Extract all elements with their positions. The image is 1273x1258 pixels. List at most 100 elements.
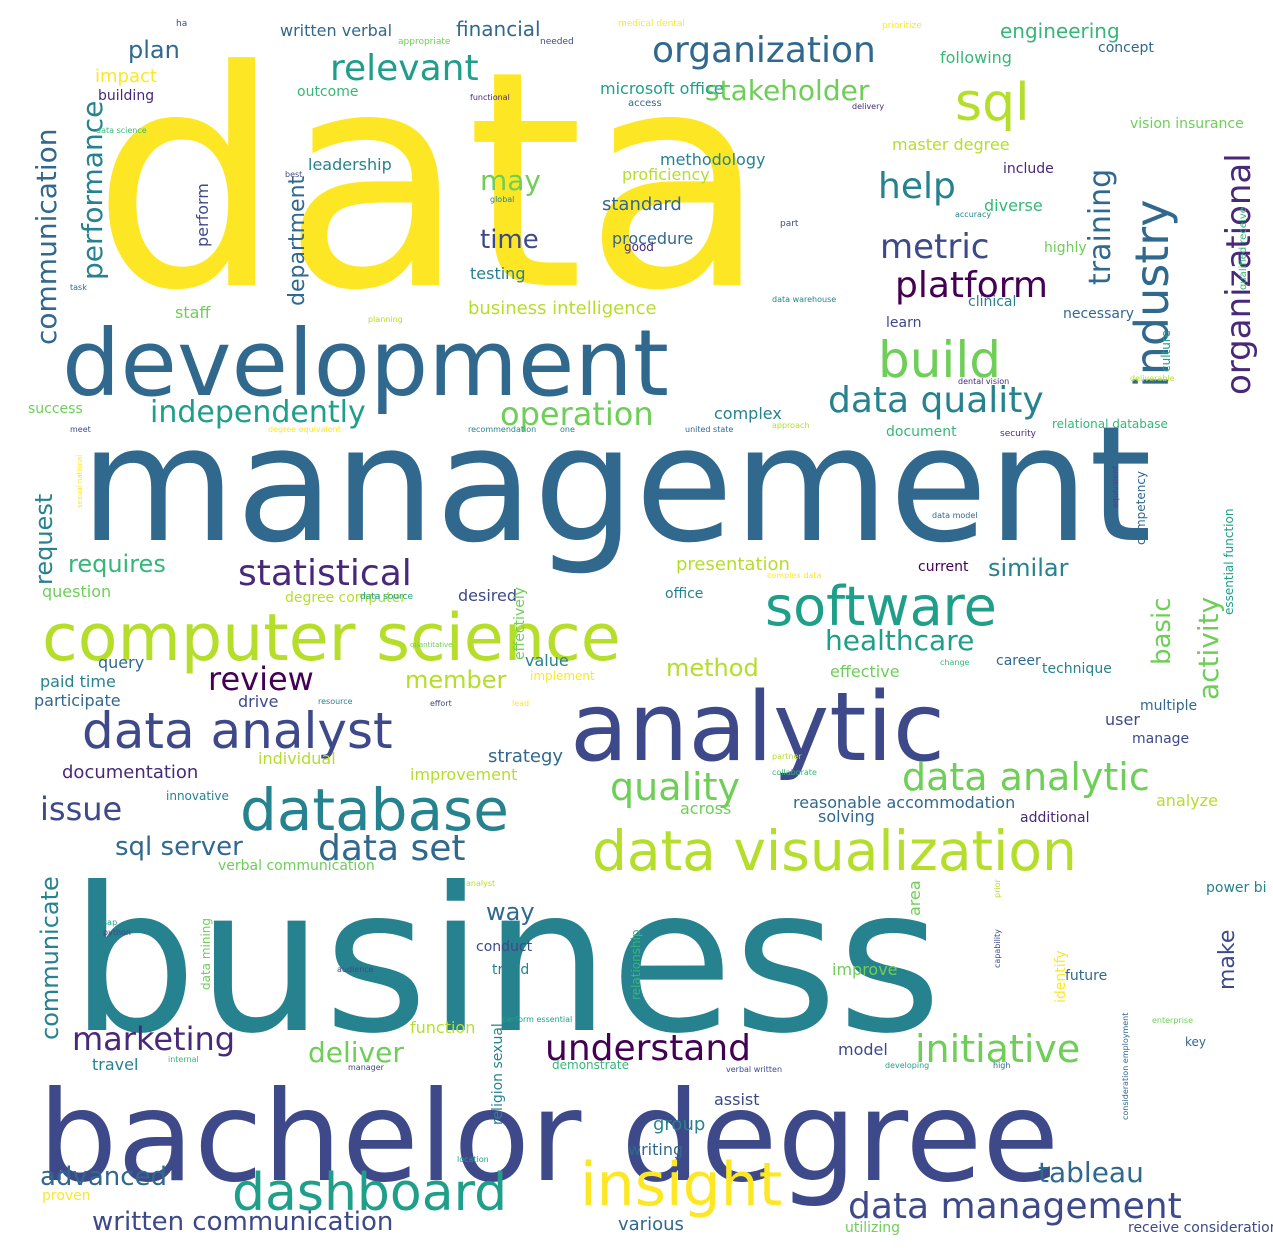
word-clinical: clinical — [968, 294, 1016, 310]
word-functional: functional — [470, 93, 510, 102]
word-deliver: deliver — [308, 1036, 404, 1069]
word-audience: audience — [337, 965, 374, 974]
word-learn: learn — [886, 315, 921, 331]
word-advanced: advanced — [40, 1162, 167, 1192]
word-may: may — [480, 164, 541, 197]
word-department: department — [285, 175, 310, 306]
word-initiative: initiative — [915, 1027, 1080, 1071]
word-desired: desired — [458, 586, 517, 605]
word-bachelor-degree: bachelor degree — [38, 1065, 1059, 1210]
word-sql-server: sql server — [115, 832, 243, 862]
word-manager: manager — [348, 1063, 385, 1072]
word-management: management — [80, 391, 1152, 578]
word-tableau: tableau — [1038, 1156, 1144, 1189]
word-impact: impact — [95, 66, 157, 87]
word-function: function — [410, 1018, 475, 1037]
word-financial: financial — [456, 17, 541, 41]
word-diverse: diverse — [984, 196, 1043, 215]
word-identify: identify — [1053, 950, 1069, 1003]
word-consideration-employment: consideration employment — [1121, 1013, 1130, 1120]
word-following: following — [940, 48, 1012, 67]
word-capability: capability — [993, 929, 1002, 968]
word-quality: quality — [610, 765, 740, 809]
word-partner: partner — [772, 752, 802, 761]
word-best: best — [285, 170, 302, 179]
word-relevant: relevant — [330, 48, 479, 89]
word-perform: perform — [193, 183, 212, 247]
word-ha: ha — [176, 19, 187, 29]
word-effort: effort — [430, 699, 452, 708]
word-innovative: innovative — [166, 789, 229, 803]
word-key: key — [1185, 1035, 1206, 1049]
word-relationship: relationship — [629, 929, 643, 1000]
word-building: building — [98, 88, 154, 104]
word-recommendation: recommendation — [468, 425, 536, 434]
word-access: access — [628, 98, 662, 109]
word-sql: sql — [955, 73, 1030, 133]
word-user: user — [1105, 710, 1140, 729]
word-united-state: united state — [685, 425, 733, 434]
word-good: good — [624, 240, 654, 254]
word-data-visualization: data visualization — [592, 819, 1077, 883]
word-method: method — [666, 654, 759, 682]
word-query: query — [98, 653, 144, 672]
word-essential-function: essential function — [1222, 509, 1236, 615]
word-way: way — [486, 898, 535, 926]
word-standard: standard — [602, 194, 682, 215]
word-effective: effective — [830, 662, 900, 681]
word-data-warehouse: data warehouse — [772, 295, 836, 304]
word-data-quality: data quality — [828, 380, 1044, 421]
word-performance: performance — [76, 101, 109, 280]
word-marketing: marketing — [72, 1020, 235, 1058]
word-appropriate: appropriate — [398, 37, 451, 47]
word-approach: approach — [772, 421, 809, 430]
word-current: current — [918, 559, 969, 575]
word-planning: planning — [368, 315, 403, 324]
word-meet: meet — [70, 425, 91, 434]
word-engineering: engineering — [1000, 19, 1120, 43]
word-analyze: analyze — [1156, 791, 1218, 810]
word-dental-vision: dental vision — [958, 377, 1009, 386]
word-testing: testing — [470, 264, 525, 283]
word-industry: industry — [1125, 200, 1179, 388]
word-office: office — [665, 586, 703, 602]
word-presentation: presentation — [676, 554, 790, 575]
word-prioritize: prioritize — [882, 21, 922, 31]
word-data-analyst: data analyst — [82, 702, 393, 760]
word-deliverable: deliverable — [1130, 374, 1175, 383]
word-analyst: analyst — [466, 879, 495, 888]
word-solving: solving — [818, 807, 875, 826]
word-concept: concept — [1098, 40, 1154, 56]
word-degree-computer: degree computer — [285, 590, 406, 606]
word-development: development — [62, 310, 669, 417]
word-career: career — [996, 653, 1041, 669]
word-effectively: effectively — [512, 587, 528, 660]
word-resource: resource — [318, 697, 353, 706]
word-across: across — [680, 799, 731, 818]
word-value: value — [525, 651, 569, 670]
word-travel: travel — [92, 1055, 138, 1074]
word-data-source: data source — [360, 592, 413, 602]
word-proven: proven — [42, 1188, 91, 1204]
word-training: training — [1083, 169, 1118, 285]
word-outcome: outcome — [297, 84, 358, 100]
word-data-management: data management — [848, 1186, 1182, 1227]
word-sap: sap — [103, 918, 117, 927]
word-data-set: data set — [318, 828, 466, 869]
word-organization: organization — [652, 30, 876, 71]
word-improve: improve — [832, 960, 898, 979]
word-operation: operation — [500, 395, 654, 433]
word-metric: metric — [880, 227, 990, 267]
word-basic: basic — [1147, 597, 1177, 665]
word-equivalent: equivalent — [1111, 466, 1120, 508]
word-include: include — [1003, 161, 1054, 177]
word-medical-dental: medical dental — [618, 19, 685, 29]
word-analytic: analytic — [570, 673, 945, 783]
word-receive-consideration: receive consideration — [1128, 1220, 1273, 1236]
word-complex: complex — [714, 404, 782, 423]
word-verbal-written: verbal written — [726, 1065, 782, 1074]
word-drive: drive — [238, 692, 279, 711]
word-utilizing: utilizing — [845, 1220, 900, 1236]
word-degree-equivalent: degree equivalent — [268, 425, 341, 434]
word-individual: individual — [258, 749, 336, 768]
